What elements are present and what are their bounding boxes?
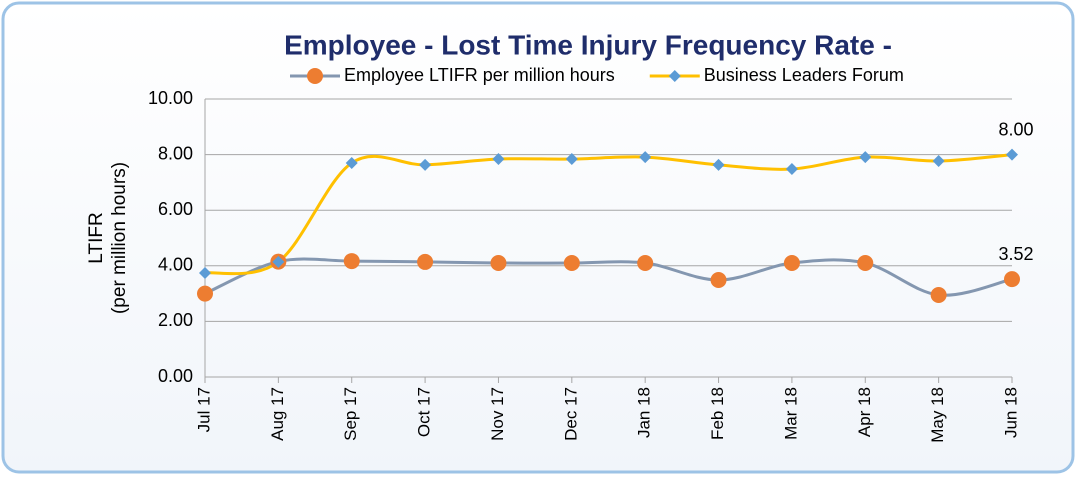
marker [930,286,947,303]
marker [345,156,358,169]
marker [932,154,945,167]
x-tick-label: Mar 18 [781,387,800,440]
y-tick-label: 8.00 [158,143,193,163]
y-tick-label: 6.00 [158,199,193,219]
data-label: 8.00 [998,119,1033,139]
marker [419,158,432,171]
x-tick-label: May 18 [928,387,947,443]
marker [783,255,800,272]
x-tick-label: Sep 17 [341,387,360,441]
marker [712,158,725,171]
legend-label: Employee LTIFR per million hours [344,65,615,85]
marker [710,271,727,288]
marker [637,255,654,272]
marker [563,255,580,272]
marker [272,255,285,268]
y-tick-label: 0.00 [158,366,193,386]
marker [639,151,652,164]
x-tick-label: Jun 18 [1001,387,1020,438]
marker [343,253,360,270]
x-tick-label: Apr 18 [855,387,874,437]
marker [859,151,872,164]
marker [199,267,211,280]
marker [565,153,578,166]
y-tick-label: 4.00 [158,255,193,275]
y-tick-label: 10.00 [148,88,193,108]
marker [492,153,505,166]
marker [857,255,874,272]
x-tick-label: Nov 17 [488,387,507,441]
marker [197,285,213,302]
marker [417,253,434,270]
marker [1006,148,1018,161]
marker [307,68,323,84]
legend-label: Business Leaders Forum [704,65,904,85]
y-tick-label: 2.00 [158,310,193,330]
y-axis-label: LTIFR [86,212,107,263]
x-tick-label: Dec 17 [561,387,580,441]
marker [1004,271,1020,288]
x-tick-label: Feb 18 [708,387,727,440]
x-tick-label: Jul 17 [194,387,213,432]
x-tick-label: Jan 18 [635,387,654,438]
marker [785,163,798,176]
chart-title: Employee - Lost Time Injury Frequency Ra… [284,29,892,60]
x-tick-label: Oct 17 [415,387,434,437]
marker [490,255,507,272]
y-axis-label: (per million hours) [109,162,130,314]
data-label: 3.52 [998,244,1033,264]
marker [668,70,681,82]
x-tick-label: Aug 17 [268,387,287,441]
